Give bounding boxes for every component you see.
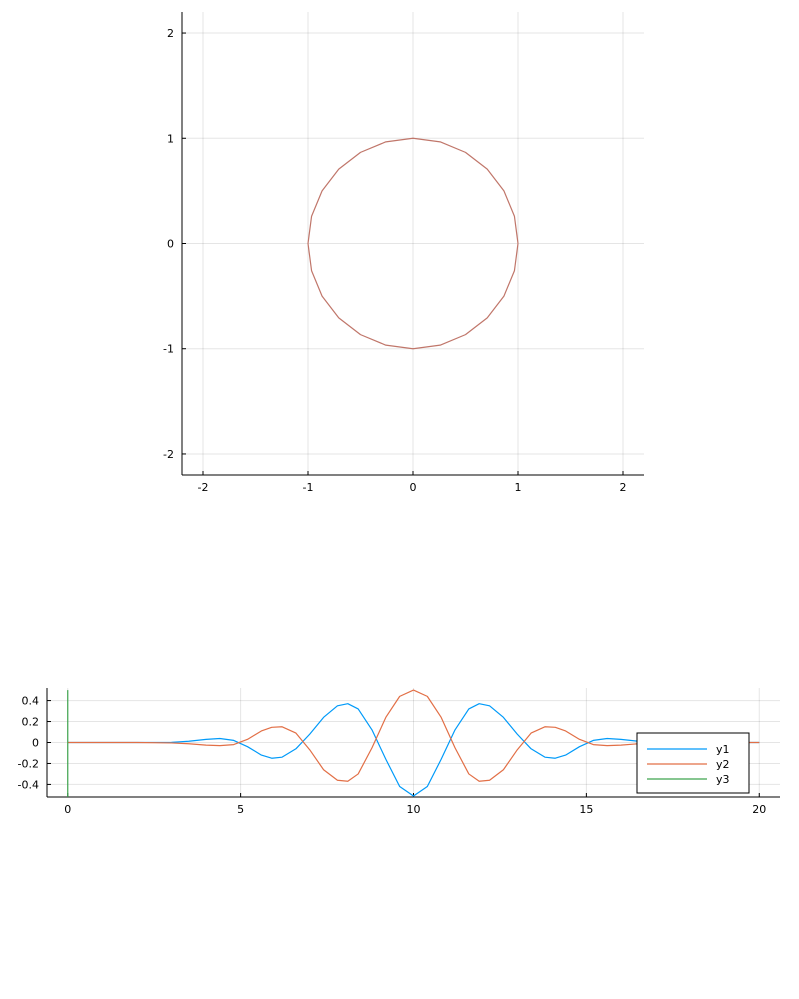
y-tick-label: 0.2: [22, 716, 40, 729]
series-line-0: [307, 137, 519, 350]
legend-label-y1: y1: [716, 743, 730, 756]
x-tick-label: -1: [303, 481, 314, 494]
x-tick-label: 15: [579, 803, 593, 816]
x-tick-label: 1: [515, 481, 522, 494]
y-tick-label: 0.4: [22, 695, 40, 708]
legend-box: [636, 732, 750, 794]
y-tick-label: 1: [167, 132, 174, 145]
legend-label-y2: y2: [716, 758, 730, 771]
y-tick-label: 2: [167, 27, 174, 40]
x-tick-label: 2: [620, 481, 627, 494]
y-tick-label: -0.2: [18, 757, 39, 770]
x-tick-label: -2: [198, 481, 209, 494]
x-tick-label: 20: [752, 803, 766, 816]
y-tick-label: -0.4: [18, 778, 39, 791]
legend-label-y3: y3: [716, 773, 730, 786]
series-line-y1: [67, 703, 760, 797]
y-tick-label: 0: [167, 238, 174, 251]
circle-chart: -2 -1 0 1 2 -2 -1 0 1 2: [163, 12, 644, 494]
y-tick-label: 0: [32, 737, 39, 750]
x-tick-label: 10: [407, 803, 421, 816]
legend: y1 y2 y3: [636, 732, 750, 794]
y-tick-label: -1: [163, 343, 174, 356]
x-tick-label: 5: [237, 803, 244, 816]
x-tick-label: 0: [64, 803, 71, 816]
y-tick-label: -2: [163, 448, 174, 461]
wave-chart: 0 5 10 15 20 -0.4 -0.2 0 0.2 0.4 y1 y2 y3: [18, 688, 780, 816]
series-line-y2: [67, 689, 760, 782]
x-tick-label: 0: [410, 481, 417, 494]
